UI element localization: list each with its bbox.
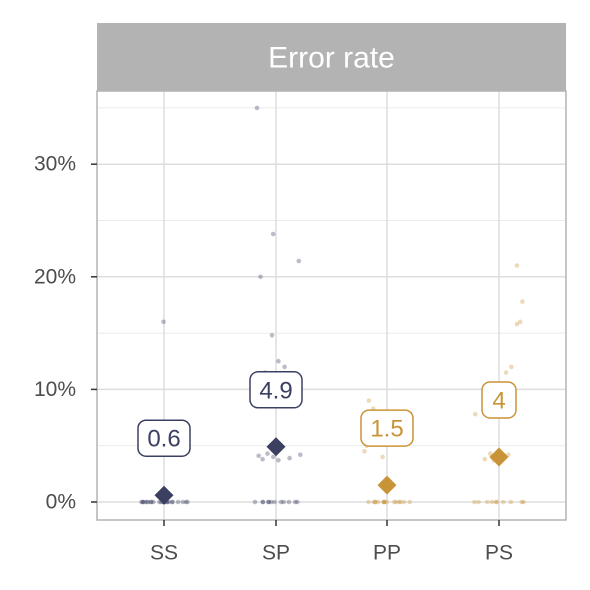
data-point [287,456,292,461]
data-point [185,500,190,505]
data-point [255,106,260,111]
data-point [472,500,477,505]
data-point [504,370,509,375]
data-point [515,263,520,268]
data-point [509,365,514,370]
data-point [256,454,261,459]
data-point [520,299,525,304]
mean-label: 4 [492,387,505,414]
data-point [501,500,506,505]
data-point [281,500,286,505]
data-point [276,458,281,463]
data-point [490,500,495,505]
x-tick-label: PS [485,542,513,565]
data-point [297,259,302,264]
data-point [265,451,270,456]
y-tick-label: 10% [34,378,76,401]
data-point [271,455,276,460]
data-point [521,500,526,505]
data-point [282,365,287,370]
y-tick-label: 30% [34,153,76,176]
data-point [392,500,397,505]
y-tick-label: 0% [46,490,76,513]
data-point [373,500,378,505]
data-point [139,500,144,505]
mean-label: 0.6 [147,426,180,453]
data-point [293,500,298,505]
data-point [398,500,403,505]
data-point [276,359,281,364]
data-point [146,500,151,505]
data-point [170,500,175,505]
data-point [408,500,413,505]
data-point [161,320,166,325]
data-point [476,500,481,505]
data-point [485,500,490,505]
data-point [269,500,274,505]
data-point [515,322,520,327]
data-point [260,457,265,462]
data-point [270,333,275,338]
facet-title: Error rate [268,42,395,75]
data-point [176,500,181,505]
data-point [253,500,258,505]
x-tick-label: SS [150,542,178,565]
x-tick-label: PP [373,542,401,565]
data-point [362,449,367,454]
data-point [271,232,276,237]
data-point [382,500,387,505]
data-point [258,275,263,280]
data-point [473,412,478,417]
data-point [367,398,372,403]
data-point [495,500,500,505]
data-point [287,500,292,505]
data-point [509,500,514,505]
mean-label: 4.9 [259,377,292,404]
mean-label: 1.5 [370,416,403,443]
data-point [261,500,266,505]
y-tick-label: 20% [34,265,76,288]
x-tick-label: SP [262,542,290,565]
data-point [298,452,303,457]
data-point [380,455,385,460]
data-point [366,500,371,505]
data-point [483,457,488,462]
